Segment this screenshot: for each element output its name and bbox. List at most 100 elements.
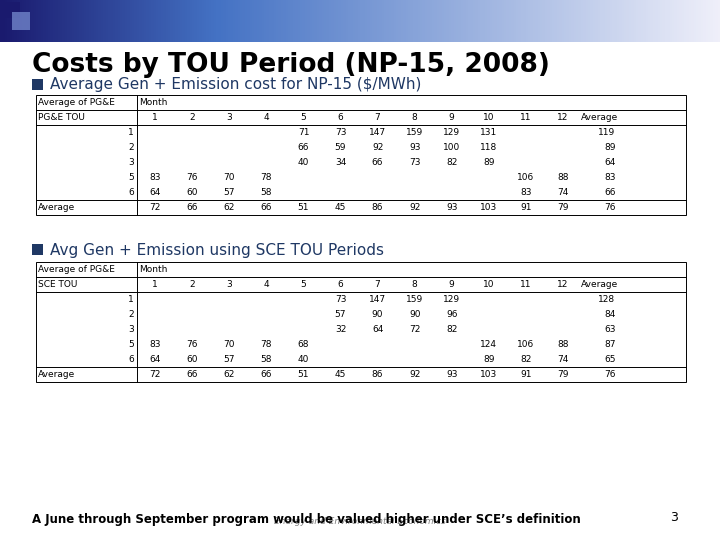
- Text: 40: 40: [298, 158, 309, 167]
- Text: 83: 83: [150, 173, 161, 182]
- Bar: [444, 0, 447, 42]
- Bar: [391, 0, 395, 42]
- Bar: [74, 0, 78, 42]
- Text: 66: 66: [186, 203, 198, 212]
- Bar: [355, 0, 359, 42]
- Bar: [711, 0, 714, 42]
- Text: 1: 1: [153, 280, 158, 289]
- Bar: [578, 0, 582, 42]
- Text: 6: 6: [338, 280, 343, 289]
- Bar: [693, 0, 697, 42]
- Bar: [171, 0, 174, 42]
- Bar: [351, 0, 354, 42]
- Bar: [487, 0, 490, 42]
- Bar: [499, 0, 503, 42]
- Bar: [689, 0, 692, 42]
- Text: 6: 6: [338, 113, 343, 122]
- Bar: [204, 0, 207, 42]
- Bar: [77, 0, 80, 42]
- Text: 103: 103: [480, 370, 498, 379]
- Bar: [475, 0, 479, 42]
- Bar: [343, 0, 346, 42]
- Text: PG&E TOU: PG&E TOU: [38, 113, 85, 122]
- Bar: [24, 0, 27, 42]
- Bar: [125, 0, 128, 42]
- Bar: [461, 0, 464, 42]
- Text: 74: 74: [557, 355, 569, 364]
- Text: 63: 63: [604, 325, 616, 334]
- Text: Average: Average: [581, 113, 618, 122]
- Bar: [315, 0, 318, 42]
- Bar: [379, 0, 382, 42]
- Bar: [9, 0, 13, 42]
- Bar: [535, 0, 539, 42]
- Text: 51: 51: [298, 203, 309, 212]
- Bar: [247, 0, 251, 42]
- Bar: [538, 0, 541, 42]
- Bar: [230, 0, 234, 42]
- Bar: [207, 0, 210, 42]
- Text: 12: 12: [557, 113, 569, 122]
- Bar: [576, 0, 580, 42]
- Bar: [91, 0, 94, 42]
- Bar: [593, 0, 596, 42]
- Bar: [621, 0, 625, 42]
- Text: 106: 106: [517, 340, 534, 349]
- Text: 64: 64: [372, 325, 383, 334]
- Text: 76: 76: [186, 340, 198, 349]
- Bar: [547, 0, 551, 42]
- Text: 124: 124: [480, 340, 498, 349]
- Bar: [293, 0, 296, 42]
- Bar: [266, 0, 270, 42]
- Text: 147: 147: [369, 128, 386, 137]
- Bar: [463, 0, 467, 42]
- Bar: [2, 2, 20, 18]
- Bar: [144, 0, 148, 42]
- Bar: [387, 0, 390, 42]
- Bar: [353, 0, 356, 42]
- Bar: [521, 0, 524, 42]
- Text: 7: 7: [374, 280, 380, 289]
- Bar: [199, 0, 202, 42]
- Bar: [595, 0, 598, 42]
- Bar: [662, 0, 666, 42]
- Text: 118: 118: [480, 143, 498, 152]
- Bar: [600, 0, 603, 42]
- Bar: [250, 0, 253, 42]
- Text: 86: 86: [372, 370, 383, 379]
- Text: 45: 45: [335, 370, 346, 379]
- Bar: [506, 0, 510, 42]
- Text: 57: 57: [224, 188, 235, 197]
- Text: 159: 159: [406, 128, 423, 137]
- Bar: [149, 0, 152, 42]
- Bar: [365, 0, 368, 42]
- Bar: [346, 0, 349, 42]
- Bar: [139, 0, 143, 42]
- Text: Costs by TOU Period (NP-15, 2008): Costs by TOU Period (NP-15, 2008): [32, 52, 550, 78]
- Text: 79: 79: [557, 370, 569, 379]
- Bar: [482, 0, 486, 42]
- Bar: [63, 0, 66, 42]
- Bar: [96, 0, 99, 42]
- Text: Average: Average: [38, 203, 76, 212]
- Text: 89: 89: [483, 158, 495, 167]
- Bar: [497, 0, 500, 42]
- Bar: [113, 0, 116, 42]
- Bar: [713, 0, 716, 42]
- Bar: [605, 0, 608, 42]
- Bar: [223, 0, 227, 42]
- Text: 70: 70: [224, 340, 235, 349]
- Bar: [686, 0, 690, 42]
- Text: 82: 82: [446, 158, 457, 167]
- Bar: [14, 0, 18, 42]
- Bar: [233, 0, 236, 42]
- Text: 129: 129: [443, 295, 460, 304]
- Bar: [130, 0, 133, 42]
- Bar: [297, 0, 301, 42]
- Bar: [610, 0, 613, 42]
- Bar: [660, 0, 663, 42]
- Bar: [153, 0, 157, 42]
- Text: 66: 66: [372, 158, 383, 167]
- Bar: [175, 0, 179, 42]
- Bar: [672, 0, 675, 42]
